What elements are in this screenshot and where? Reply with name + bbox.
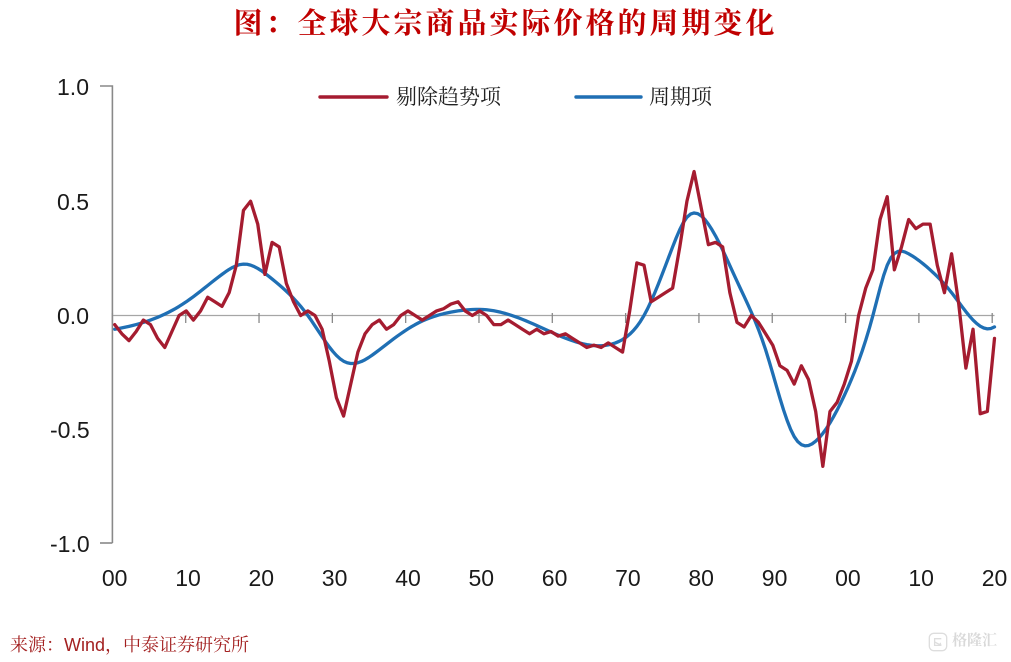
svg-text:周期项: 周期项 xyxy=(649,81,713,111)
svg-text:剔除趋势项: 剔除趋势项 xyxy=(396,81,502,111)
